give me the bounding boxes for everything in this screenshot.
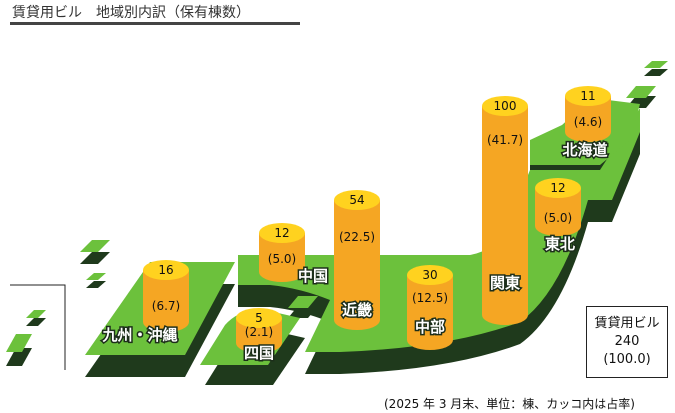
- island-shadow: [86, 281, 106, 288]
- total-box: 賃貸用ビル 240 (100.0): [586, 306, 668, 378]
- region-count: 100: [494, 99, 517, 113]
- region-share: (41.7): [487, 133, 523, 147]
- okinawa-inset-border: [10, 284, 66, 370]
- island: [86, 273, 106, 280]
- region-count: 5: [255, 311, 263, 325]
- island-shadow: [80, 252, 110, 264]
- cylinder-top: [143, 260, 189, 280]
- cylinder-body: [482, 106, 528, 325]
- cylinder-top: [482, 96, 528, 116]
- cylinder-body: [334, 200, 380, 330]
- region-label: 近畿: [342, 301, 372, 319]
- island: [80, 240, 110, 252]
- island-shadow: [288, 306, 318, 318]
- region-label: 中部: [415, 318, 445, 336]
- region-cylinder: 30 (12.5) 中部: [407, 265, 453, 350]
- region-label: 九州・沖縄: [101, 326, 177, 344]
- island: [6, 334, 32, 352]
- region-cylinder: 11 (4.6) 北海道: [561, 86, 611, 161]
- region-label: 四国: [244, 344, 274, 362]
- region-share: (2.1): [245, 325, 273, 339]
- island: [26, 310, 46, 318]
- island-shadow: [644, 69, 668, 76]
- total-count: 240: [614, 334, 640, 349]
- region-cylinder: 16 (6.7) 九州・沖縄: [100, 260, 189, 346]
- region-label: 北海道: [562, 141, 607, 159]
- region-cylinder: 12 (5.0) 東北: [535, 178, 581, 255]
- island: [288, 296, 318, 308]
- region-share: (12.5): [412, 291, 448, 305]
- cylinder-top: [236, 308, 282, 328]
- region-share: (6.7): [152, 299, 180, 313]
- region-cylinder: 5(2.1) 四国: [236, 308, 282, 364]
- cylinder-top: [259, 223, 305, 243]
- region-cylinder: 12 (5.0)中国: [259, 223, 330, 287]
- cylinder-body: [407, 275, 453, 350]
- region-count: 12: [274, 226, 289, 240]
- region-label: 中国: [298, 267, 328, 285]
- page-title: 賃貸用ビル 地域別内訳（保有棟数）: [12, 5, 250, 21]
- footnote: (2025 年 3 月末、単位：棟、カッコ内は占率): [384, 397, 635, 411]
- total-share: (100.0): [603, 352, 651, 367]
- region-count: 16: [158, 263, 173, 277]
- island-shadow: [6, 348, 32, 366]
- region-count: 30: [422, 268, 437, 282]
- region-cylinder: 54 (22.5) 近畿: [334, 190, 380, 330]
- island: [644, 61, 668, 68]
- cylinder-body: [259, 233, 305, 282]
- cylinder-top: [334, 190, 380, 210]
- region-label: 関東: [490, 274, 520, 292]
- region-label: 東北: [545, 235, 575, 253]
- region-cylinder: 100 (41.7) 関東: [482, 96, 528, 325]
- cylinder-body: [565, 96, 611, 142]
- island: [626, 86, 656, 98]
- cylinder-top: [407, 265, 453, 285]
- island-shadow: [26, 318, 46, 326]
- cylinder-top: [565, 86, 611, 106]
- region-share: (5.0): [268, 252, 296, 266]
- region-count: 11: [580, 89, 595, 103]
- region-count: 12: [550, 181, 565, 195]
- cylinder-body: [535, 188, 581, 236]
- title-divider: [10, 22, 300, 25]
- region-share: (22.5): [339, 230, 375, 244]
- region-share: (5.0): [544, 211, 572, 225]
- region-count: 54: [349, 193, 364, 207]
- total-label: 賃貸用ビル: [594, 316, 660, 331]
- region-share: (4.6): [574, 115, 602, 129]
- cylinder-top: [535, 178, 581, 198]
- cylinder-body: [236, 318, 282, 353]
- cylinder-body: [143, 270, 189, 332]
